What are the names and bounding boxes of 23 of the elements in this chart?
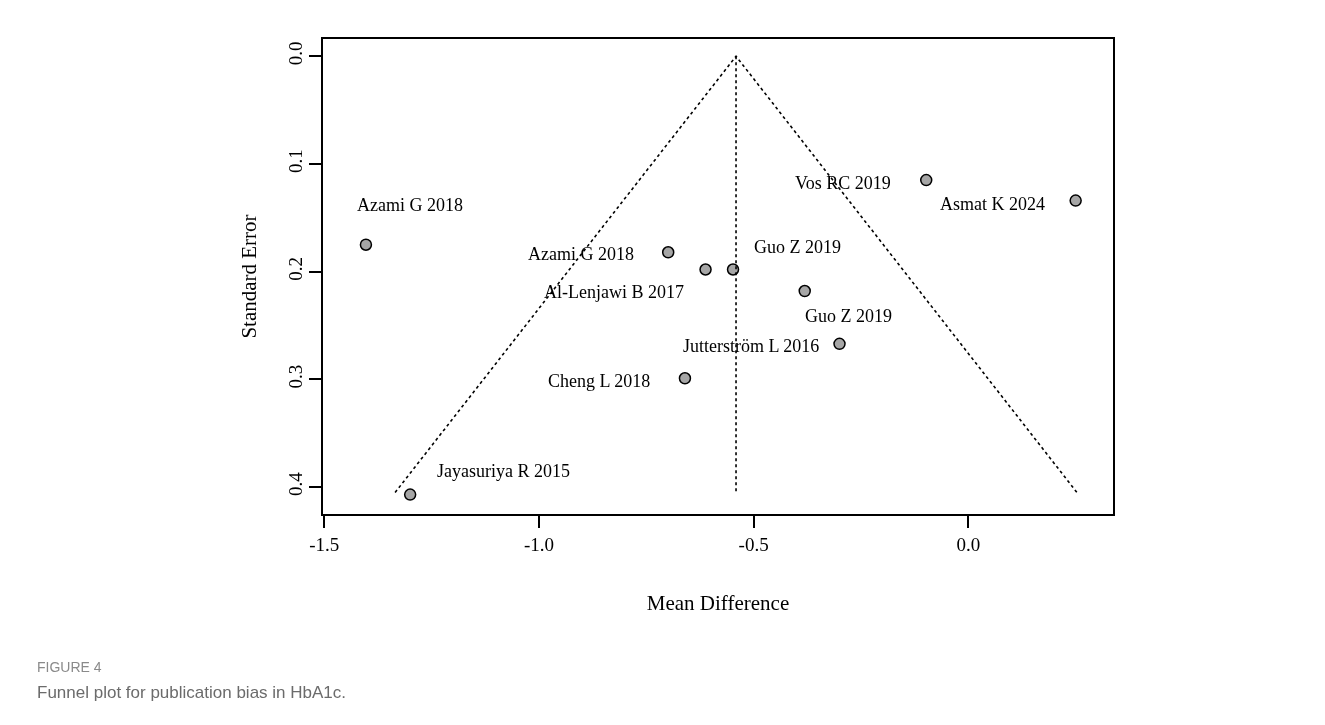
annotation: Cheng L 2018 [548,371,651,391]
annotation: Azami G 2018 [528,244,634,264]
annotation: Guo Z 2019 [805,306,892,326]
y-tick-label: 0.4 [284,471,306,497]
x-tick-label: 0.0 [956,533,981,555]
annotation: Vos RC 2019 [795,173,891,193]
x-axis-title: Mean Difference [646,591,790,616]
y-tick-label: 0.3 [284,364,306,389]
annotation: Asmat K 2024 [940,194,1045,214]
x-tick-label: -1.0 [523,533,554,555]
y-axis-title: Standard Error [237,214,262,339]
x-tick-label: -0.5 [738,533,769,555]
annotation: Azami G 2018 [357,195,463,215]
x-tick-label: -1.5 [309,533,340,555]
y-tick-label: 0.1 [284,149,306,173]
annotation: Al-Lenjawi B 2017 [544,282,684,302]
y-tick-label: 0.0 [284,41,306,66]
y-tick-label: 0.2 [284,256,306,281]
annotation: Guo Z 2019 [754,237,841,257]
caption: FIGURE 4 [37,659,102,675]
annotation: Jutterström L 2016 [683,336,820,356]
annotation: Jayasuriya R 2015 [437,461,570,481]
text: Funnel plot for publication bias in HbA1c. [37,683,347,702]
